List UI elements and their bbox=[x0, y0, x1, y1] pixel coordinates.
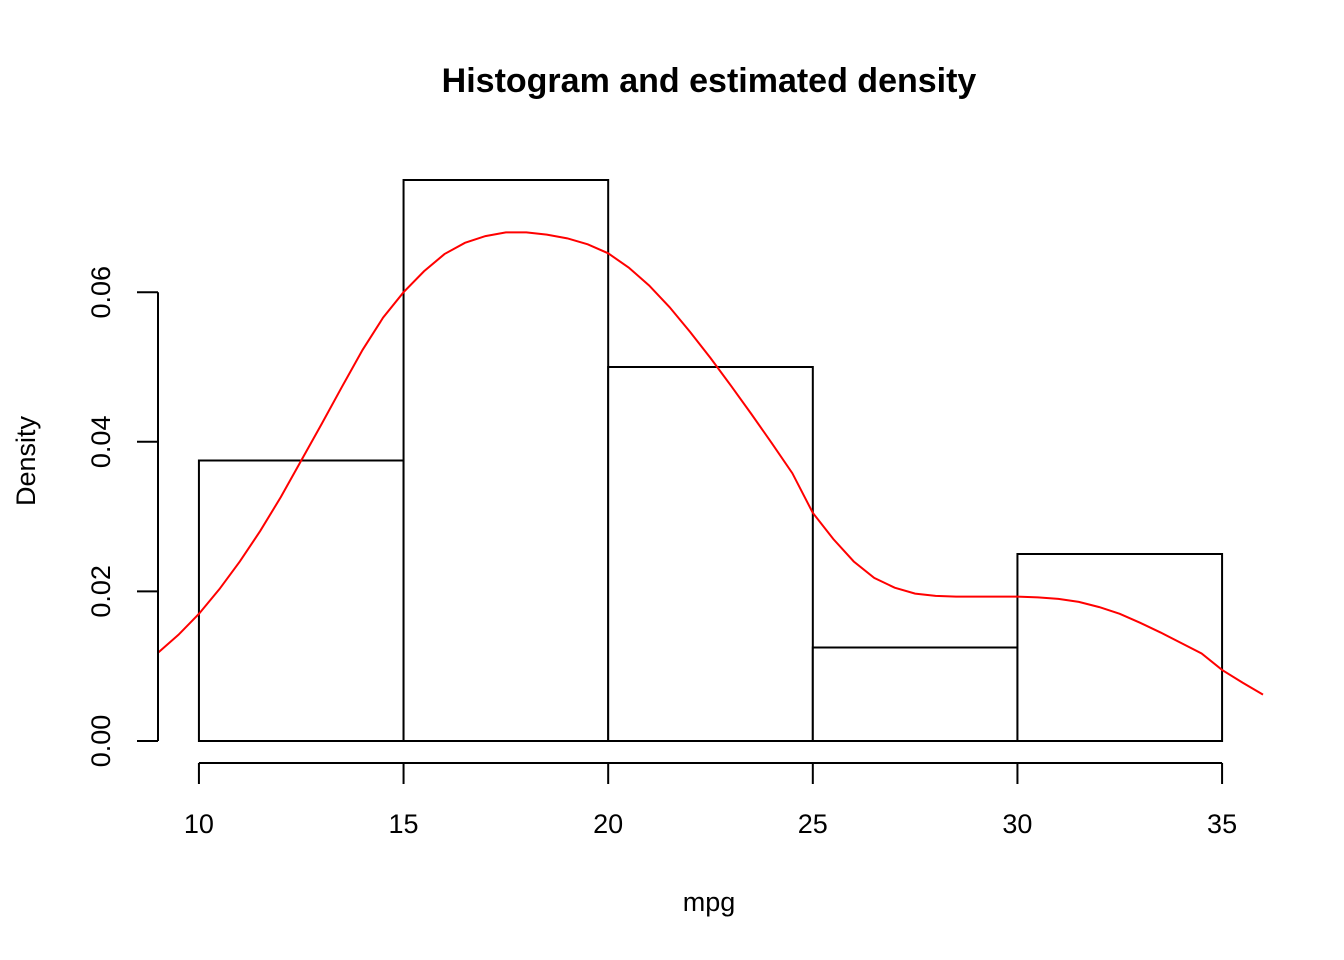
x-axis: 10 15 20 25 30 35 bbox=[184, 762, 1237, 839]
x-axis-ticks: 10 15 20 25 30 35 bbox=[184, 763, 1237, 839]
histogram-bar-1 bbox=[197, 459, 405, 742]
histogram-bar-4 bbox=[811, 646, 1019, 742]
x-tick-label: 25 bbox=[798, 809, 828, 839]
x-tick-label: 15 bbox=[389, 809, 419, 839]
y-axis-ticks: 0.00 0.02 0.04 0.06 bbox=[86, 266, 158, 767]
density-curve bbox=[157, 231, 1264, 696]
x-tick-label: 10 bbox=[184, 809, 214, 839]
y-tick-label: 0.02 bbox=[86, 565, 116, 618]
x-tick-label: 35 bbox=[1207, 809, 1237, 839]
plot-area bbox=[157, 179, 1264, 742]
y-tick-label: 0.04 bbox=[86, 416, 116, 469]
histogram-bars bbox=[197, 179, 1224, 742]
x-tick-label: 20 bbox=[593, 809, 623, 839]
y-axis: 0.00 0.02 0.04 0.06 bbox=[86, 266, 159, 767]
histogram-bar-2 bbox=[402, 179, 610, 742]
x-tick-label: 30 bbox=[1002, 809, 1032, 839]
y-tick-label: 0.00 bbox=[86, 715, 116, 768]
chart-title: Histogram and estimated density bbox=[442, 62, 977, 100]
y-axis-label: Density bbox=[11, 415, 41, 506]
histogram-bar-3 bbox=[607, 366, 814, 742]
x-axis-label: mpg bbox=[683, 887, 736, 917]
y-tick-label: 0.06 bbox=[86, 266, 116, 319]
